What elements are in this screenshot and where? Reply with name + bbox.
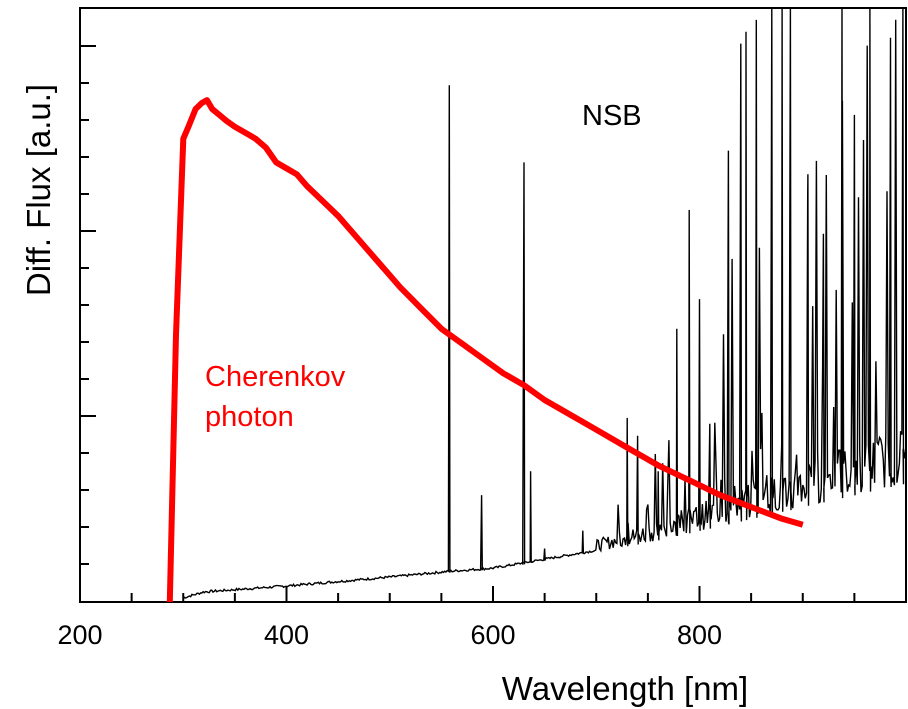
cherenkov-spectrum-line (166, 97, 804, 603)
annotation-nsb: NSB (582, 100, 642, 132)
annotation-cherenkov: Cherenkov (205, 361, 346, 393)
axis-ticks (79, 45, 856, 602)
y-axis-label: Diff. Flux [a.u.] (20, 84, 57, 296)
x-tick-label-0: 200 (57, 620, 102, 650)
nsb-spectrum-line (182, 7, 907, 599)
x-tick-label-1: 400 (264, 620, 309, 650)
x-tick-labels: 200 400 600 800 (57, 620, 722, 650)
x-tick-label-3: 800 (677, 620, 722, 650)
x-axis-label: Wavelength [nm] (502, 670, 748, 707)
series-layer (166, 7, 907, 603)
annotation-photon: photon (205, 401, 294, 433)
x-tick-label-2: 600 (470, 620, 515, 650)
